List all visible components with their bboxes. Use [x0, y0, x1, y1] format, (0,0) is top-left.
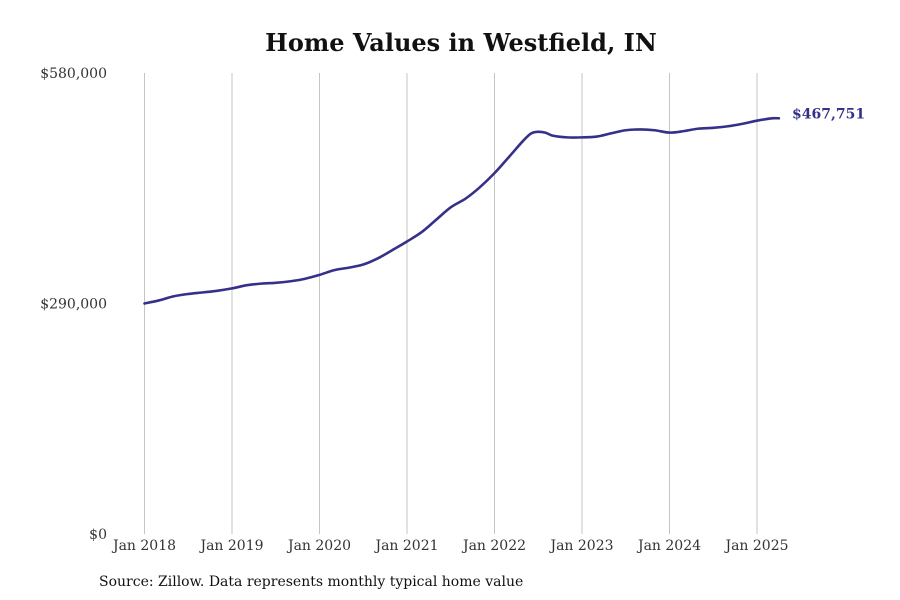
x-tick-label: Jan 2021 [373, 538, 438, 554]
x-tick-label: Jan 2025 [723, 538, 788, 554]
series-group [143, 116, 781, 305]
series-line [143, 116, 781, 305]
annotations: $467,751 [792, 106, 865, 122]
y-axis-ticks: $0 $290,000 $580,000 [40, 66, 107, 543]
x-tick-label: Jan 2018 [111, 538, 176, 554]
grid-lines [144, 73, 758, 534]
end-value-label: $467,751 [792, 106, 865, 122]
x-axis-ticks: Jan 2018 Jan 2019 Jan 2020 Jan 2021 Jan 2022… [111, 538, 789, 554]
chart-title: Home Values in Westfield, IN [265, 28, 657, 57]
x-tick-label: Jan 2024 [636, 538, 701, 554]
y-tick-label: $290,000 [40, 297, 107, 313]
source-note: Source: Zillow. Data represents monthly … [99, 574, 524, 590]
x-tick-label: Jan 2019 [198, 538, 263, 554]
x-tick-label: Jan 2022 [461, 538, 526, 554]
y-tick-label: $580,000 [40, 66, 107, 82]
y-tick-label: $0 [89, 527, 107, 543]
x-tick-label: Jan 2020 [286, 538, 351, 554]
x-tick-label: Jan 2023 [548, 538, 613, 554]
